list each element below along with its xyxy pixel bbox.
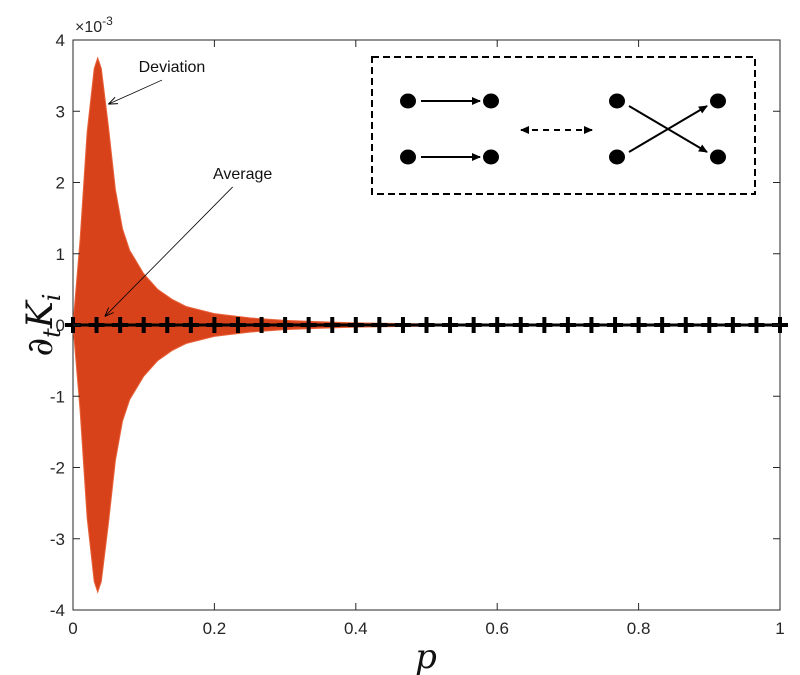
inset-left-node-top-left [400, 93, 416, 109]
average-marker [159, 317, 176, 333]
x-axis-ticks: 0 0.2 0.4 0.6 0.8 1 [68, 40, 785, 638]
average-marker [135, 317, 152, 333]
annotation-arrowhead [104, 307, 114, 317]
annotations: Deviation Average [104, 59, 272, 317]
annotation-arrow [104, 186, 233, 317]
y-axis-label-partial: ∂ [20, 338, 61, 357]
average-marker [724, 317, 741, 333]
y-tick-label: -2 [50, 459, 65, 478]
y-tick-label: 1 [56, 245, 65, 264]
inset-right-edge-cross-up [628, 105, 708, 153]
y-tick-label: 0 [56, 316, 65, 335]
x-tick-label: 0 [68, 619, 77, 638]
y-tick-label: -3 [50, 530, 65, 549]
average-marker [182, 317, 199, 333]
average-marker [394, 317, 411, 333]
y-tick-label: -1 [50, 387, 65, 406]
average-marker [677, 317, 694, 333]
inset-right-node-top-left [609, 93, 625, 109]
average-marker [277, 317, 294, 333]
annotation-arrow [108, 79, 163, 105]
average-marker [442, 317, 459, 333]
average-marker [536, 317, 553, 333]
average-marker [465, 317, 482, 333]
average-marker [630, 317, 647, 333]
x-tick-label: 1 [775, 619, 784, 638]
average-marker [654, 317, 671, 333]
average-marker [512, 317, 529, 333]
average-marker [229, 317, 246, 333]
x-tick-label: 0.4 [344, 619, 368, 638]
y-tick-label: 3 [56, 102, 65, 121]
y-axis-label: ∂tKi [20, 294, 66, 357]
average-marker [559, 317, 576, 333]
average-marker [583, 317, 600, 333]
y-tick-label: -4 [50, 601, 65, 620]
average-marker [206, 317, 223, 333]
y-axis-label-k: K [20, 299, 61, 329]
average-marker [607, 317, 624, 333]
annotation-text: Deviation [139, 59, 206, 76]
y-axis-ticks: -4 -3 -2 -1 0 1 2 3 4 [50, 31, 780, 620]
average-marker [489, 317, 506, 333]
inset-right-node-top-right [710, 93, 726, 109]
inset-schematic [371, 56, 756, 195]
inset-right-node-bottom-right [710, 149, 726, 165]
average-marker [253, 317, 270, 333]
annotation-average: Average [104, 166, 272, 317]
average-marker [324, 317, 341, 333]
inset-left-node-bottom-right [483, 149, 499, 165]
average-marker [701, 317, 718, 333]
x-tick-label: 0.2 [203, 619, 227, 638]
inset-left-node-bottom-left [400, 149, 416, 165]
y-tick-label: 2 [56, 174, 65, 193]
x-axis-label: p [415, 637, 437, 675]
average-marker [300, 317, 317, 333]
annotation-text: Average [213, 166, 272, 183]
average-marker [88, 317, 105, 333]
average-marker [748, 317, 765, 333]
y-tick-label: 4 [56, 31, 65, 50]
inset-box [371, 56, 756, 195]
average-markers [65, 317, 788, 333]
inset-right-node-bottom-left [609, 149, 625, 165]
average-marker [371, 317, 388, 333]
annotation-deviation: Deviation [108, 59, 206, 105]
y-exponent-label: ×10-3 [75, 14, 113, 36]
svg-text:∂tKi: ∂tKi [20, 294, 66, 357]
average-marker [347, 317, 364, 333]
average-marker [112, 317, 129, 333]
inset-left-node-top-right [483, 93, 499, 109]
x-tick-label: 0.8 [627, 619, 651, 638]
y-axis-label-sub-t: t [38, 328, 66, 338]
x-tick-label: 0.6 [485, 619, 509, 638]
annotation-arrowhead [108, 96, 119, 105]
y-axis-label-sub-i: i [38, 294, 66, 302]
average-marker [418, 317, 435, 333]
